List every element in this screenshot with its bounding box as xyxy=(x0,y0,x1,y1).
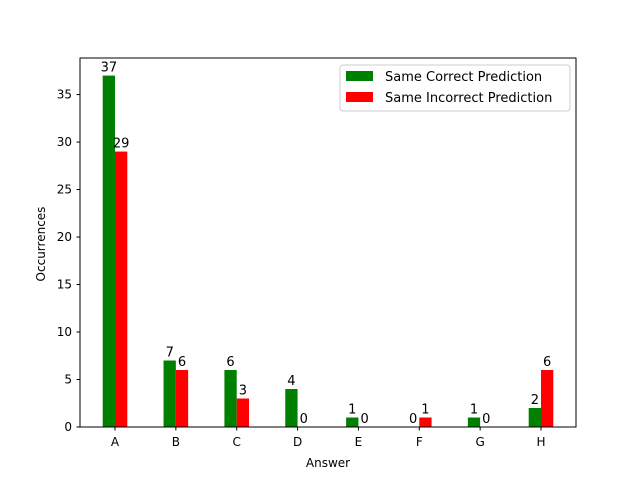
bar-correct-G xyxy=(467,417,481,427)
data-label-incorrect-E: 0 xyxy=(360,412,368,427)
legend-box xyxy=(339,64,571,112)
bar-incorrect-B xyxy=(175,370,189,427)
y-tick-label-15: 15 xyxy=(57,278,72,292)
data-label-incorrect-G: 0 xyxy=(482,412,490,427)
y-tick-label-25: 25 xyxy=(57,183,72,197)
bar-correct-E xyxy=(346,417,359,427)
data-label-incorrect-H: 6 xyxy=(543,355,551,370)
y-tick-label-30: 30 xyxy=(57,135,72,149)
x-tick-label-G: G xyxy=(475,435,484,449)
bars-layer xyxy=(102,75,554,428)
x-tick-label-E: E xyxy=(355,435,363,449)
bar-incorrect-C xyxy=(236,398,250,427)
x-tick-label-F: F xyxy=(416,435,423,449)
data-label-correct-B: 7 xyxy=(166,346,174,361)
bar-incorrect-A xyxy=(115,151,128,428)
y-tick-label-5: 5 xyxy=(64,373,72,387)
bar-incorrect-F xyxy=(419,417,432,427)
data-label-correct-G: 1 xyxy=(470,403,478,418)
x-tick-label-D: D xyxy=(293,435,302,449)
legend-label-1: Same Incorrect Prediction xyxy=(385,91,552,106)
data-label-incorrect-C: 3 xyxy=(239,384,247,399)
data-label-incorrect-F: 1 xyxy=(421,403,429,418)
legend-swatch-1 xyxy=(346,92,373,102)
legend-swatch-0 xyxy=(346,71,373,81)
data-label-correct-A: 37 xyxy=(101,61,118,76)
bar-correct-A xyxy=(102,75,115,428)
y-tick-label-0: 0 xyxy=(64,420,72,434)
legend: Same Correct Prediction Same Incorrect Pr… xyxy=(339,64,571,112)
y-tick-label-35: 35 xyxy=(57,88,72,102)
y-tick-label-20: 20 xyxy=(57,230,72,244)
bar-correct-C xyxy=(224,370,237,427)
legend-label-0: Same Correct Prediction xyxy=(385,70,542,85)
bar-incorrect-H xyxy=(541,370,554,427)
y-tick-label-10: 10 xyxy=(57,325,72,339)
y-axis-label: Occurrences xyxy=(34,207,48,282)
data-label-incorrect-D: 0 xyxy=(300,412,308,427)
data-label-correct-D: 4 xyxy=(287,374,295,389)
data-label-incorrect-B: 6 xyxy=(178,355,186,370)
data-label-correct-H: 2 xyxy=(531,393,539,408)
data-label-correct-E: 1 xyxy=(348,403,356,418)
x-axis-label: Answer xyxy=(306,456,350,470)
data-label-incorrect-A: 29 xyxy=(113,137,130,152)
bar-correct-H xyxy=(528,408,541,427)
data-label-correct-C: 6 xyxy=(226,355,234,370)
x-tick-label-A: A xyxy=(111,435,120,449)
plot-frame xyxy=(79,57,577,428)
x-tick-label-C: C xyxy=(233,435,241,449)
x-tick-label-B: B xyxy=(172,435,180,449)
bar-correct-D xyxy=(285,389,298,427)
data-label-correct-F: 0 xyxy=(409,412,417,427)
x-tick-label-H: H xyxy=(536,435,545,449)
bar-correct-B xyxy=(163,360,176,427)
